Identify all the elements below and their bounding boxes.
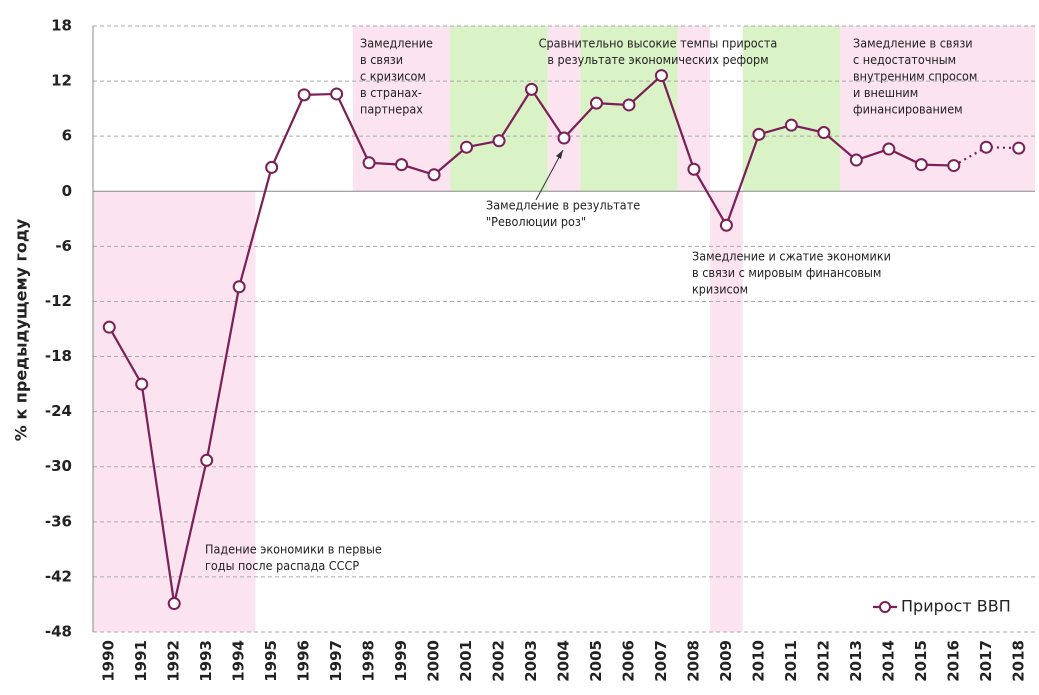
x-tick-label: 1993: [197, 640, 215, 682]
data-point: [817, 126, 831, 140]
annotation: в связи с мировым финансовым: [692, 265, 881, 280]
annotation: Сравнительно высокие темпы прироста: [539, 36, 778, 51]
y-tick-label: -42: [45, 567, 72, 585]
x-tick-label: 2005: [587, 640, 605, 682]
data-point: [265, 160, 279, 174]
x-tick-label: 1999: [392, 640, 410, 682]
data-point: [427, 168, 441, 182]
annotation: финансированием: [853, 102, 963, 117]
data-point: [232, 280, 246, 294]
annotation: в связи: [360, 52, 403, 67]
y-tick-label: -36: [45, 512, 72, 530]
data-point: [1012, 141, 1026, 155]
annotation: в странах-: [360, 85, 422, 100]
x-tick-label: 2016: [944, 640, 962, 682]
y-tick-label: 6: [62, 127, 72, 145]
data-point: [557, 131, 571, 145]
x-tick-label: 1991: [132, 640, 150, 682]
annotation: Замедление в связи: [853, 36, 973, 51]
data-point: [752, 127, 766, 141]
x-tick-label: 2017: [977, 640, 995, 682]
data-point: [589, 96, 603, 110]
annotation: Падение экономики в первые: [205, 542, 382, 557]
annotation: "Революции роз": [486, 214, 586, 229]
data-point: [460, 140, 474, 154]
y-tick-label: -48: [45, 623, 72, 641]
x-tick-label: 1995: [262, 640, 280, 682]
x-tick-label: 2001: [457, 640, 475, 682]
y-tick-label: 0: [62, 182, 72, 200]
period-band: [547, 26, 581, 192]
x-tick-label: 1992: [165, 640, 183, 682]
x-tick-label: 2008: [684, 640, 702, 682]
x-tick-label: 2009: [717, 640, 735, 682]
x-tick-label: 2004: [555, 640, 573, 682]
annotation: с кризисом: [360, 69, 426, 84]
data-point: [784, 118, 798, 132]
y-tick-label: 12: [51, 72, 72, 90]
data-point: [200, 453, 214, 467]
data-point: [297, 88, 311, 102]
x-tick-label: 2014: [879, 640, 897, 682]
x-tick-label: 1990: [100, 640, 118, 682]
x-tick-label: 2000: [425, 640, 443, 682]
x-tick-label: 1998: [360, 640, 378, 682]
annotation: в результате экономических реформ: [547, 52, 768, 67]
data-point: [330, 87, 344, 101]
data-point: [654, 69, 668, 83]
x-tick-label: 1997: [327, 640, 345, 682]
data-point: [102, 320, 116, 334]
y-axis-label: % к предыдущему году: [12, 218, 31, 441]
x-tick-label: 2015: [912, 640, 930, 682]
annotation: годы после распада СССР: [205, 558, 359, 573]
data-point: [362, 156, 376, 170]
data-point: [979, 140, 993, 154]
annotation: с недостаточным: [853, 52, 956, 67]
period-band: [840, 26, 1035, 192]
x-tick-label: 2011: [782, 640, 800, 682]
y-tick-label: -12: [45, 292, 72, 310]
legend-marker: [879, 601, 891, 613]
y-tick-label: -6: [55, 237, 72, 255]
x-tick-label: 2003: [522, 640, 540, 682]
x-tick-label: 2010: [749, 640, 767, 682]
annotation: внутренним спросом: [853, 69, 977, 84]
y-tick-label: -30: [45, 457, 72, 475]
data-point: [622, 98, 636, 112]
x-tick-label: 2013: [847, 640, 865, 682]
arrow-head: [556, 150, 563, 159]
y-tick-label: 18: [51, 17, 72, 35]
x-tick-label: 2002: [490, 640, 508, 682]
data-point: [492, 134, 506, 148]
period-band: [742, 26, 841, 192]
annotation-arrow: [535, 149, 564, 201]
y-tick-label: -18: [45, 347, 72, 365]
annotation: Замедление и сжатие экономики: [692, 249, 891, 264]
annotation: партнерах: [360, 102, 423, 117]
x-tick-label: 1996: [295, 640, 313, 682]
data-point: [687, 162, 701, 176]
period-band: [450, 26, 548, 192]
data-point: [135, 377, 149, 391]
data-point: [719, 218, 733, 232]
annotation: кризисом: [692, 282, 748, 297]
data-point: [914, 158, 928, 172]
x-tick-label: 2018: [1009, 640, 1027, 682]
annotation: Замедление: [360, 36, 433, 51]
legend-label: Прирост ВВП: [901, 597, 1011, 616]
data-point: [167, 597, 181, 611]
x-tick-label: 2007: [652, 640, 670, 682]
data-point: [395, 158, 409, 172]
x-tick-label: 2012: [814, 640, 832, 682]
data-point: [947, 159, 961, 173]
data-point: [525, 82, 539, 96]
annotation: Замедление в результате: [486, 198, 640, 213]
data-point: [882, 142, 896, 156]
annotation: и внешним: [853, 85, 918, 100]
data-point: [849, 153, 863, 167]
x-tick-label: 1994: [230, 640, 248, 682]
x-tick-label: 2006: [619, 640, 637, 682]
y-tick-label: -24: [45, 402, 72, 420]
